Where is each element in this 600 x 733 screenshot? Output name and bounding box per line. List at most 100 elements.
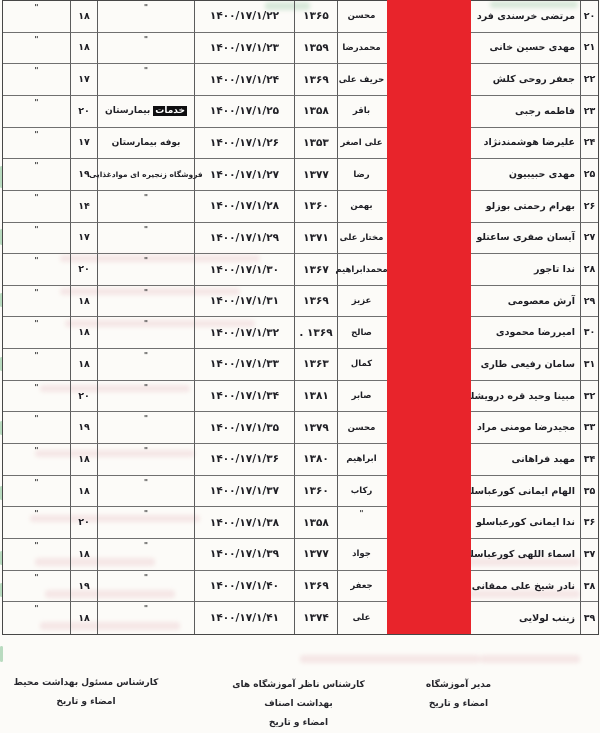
cell-score: ۱۸ bbox=[70, 602, 97, 634]
cell-certificate-number: ۱۴۰۰/۱۷/۱/۳۵ bbox=[194, 412, 294, 445]
highlighter-mark bbox=[0, 357, 3, 371]
cell-score: ۱۸ bbox=[70, 539, 97, 571]
cell-certificate-number: ۱۴۰۰/۱۷/۱/۲۷ bbox=[194, 159, 294, 191]
cell-full-name: مهدی حبیبیون bbox=[469, 159, 580, 191]
highlighter-mark bbox=[0, 421, 3, 435]
cell-score: ۱۸ bbox=[70, 444, 97, 476]
cell-birth-year: . ۱۳۶۹ bbox=[294, 317, 337, 350]
cell-full-name: مجیدرضا مومنی مراد bbox=[469, 412, 580, 445]
bleed-artifact bbox=[65, 320, 255, 327]
cell-birth-year: ۱۳۵۳ bbox=[294, 127, 337, 160]
cell-full-name: ندا تاجور bbox=[469, 254, 580, 286]
cell-father-name: عزیز bbox=[337, 285, 385, 318]
cell-birth-year: ۱۳۶۵ bbox=[294, 1, 337, 33]
bleed-artifact bbox=[60, 288, 240, 295]
bleed-artifact bbox=[265, 2, 310, 10]
cell-score: ۱۷ bbox=[70, 127, 97, 160]
cell-occupation: " bbox=[97, 380, 194, 413]
bleed-artifact bbox=[35, 450, 195, 457]
cell-row-number: ۳۹ bbox=[580, 602, 598, 634]
cell-score: ۱۸ bbox=[70, 349, 97, 381]
cell-occupation: " bbox=[97, 64, 194, 96]
cell-full-name: مبینا وحید قره درویشلو bbox=[465, 380, 580, 413]
cell-certificate-number: ۱۴۰۰/۱۷/۱/۳۳ bbox=[194, 349, 294, 381]
signature-role: کارشناس مسئول بهداشت محیط bbox=[13, 678, 159, 688]
cell-occupation: " bbox=[97, 317, 194, 350]
cell-ditto: " bbox=[3, 444, 70, 476]
cell-occupation: بوفه بیمارستان bbox=[97, 127, 194, 160]
cell-occupation: " bbox=[97, 222, 194, 255]
cell-row-number: ۲۷ bbox=[580, 222, 598, 255]
cell-birth-year: ۱۳۶۷ bbox=[294, 254, 337, 286]
signature-caption: امضاء و تاریخ bbox=[428, 699, 489, 709]
cell-occupation: " bbox=[97, 602, 194, 634]
bleed-artifact bbox=[490, 1, 578, 8]
cell-row-number: ۲۲ bbox=[580, 64, 598, 96]
cell-full-name: مهبد فراهانی bbox=[469, 444, 580, 476]
cell-certificate-number: ۱۴۰۰/۱۷/۱/۳۹ bbox=[194, 539, 294, 571]
cell-certificate-number: ۱۴۰۰/۱۷/۱/۲۶ bbox=[194, 127, 294, 160]
cell-full-name: نادر شیخ علی ممقانی bbox=[469, 570, 580, 603]
cell-father-name: باقر bbox=[337, 95, 385, 128]
cell-score: ۱۸ bbox=[70, 317, 97, 350]
highlighted-word: خدمات bbox=[153, 106, 187, 117]
cell-certificate-number: ۱۴۰۰/۱۷/۱/۴۱ bbox=[194, 602, 294, 634]
cell-full-name: اسماء اللهی کورعباسلو bbox=[464, 539, 580, 571]
cell-certificate-number: ۱۴۰۰/۱۷/۱/۲۸ bbox=[194, 190, 294, 223]
cell-certificate-number: ۱۴۰۰/۱۷/۱/۳۴ bbox=[194, 380, 294, 413]
cell-occupation: " bbox=[97, 570, 194, 603]
highlighter-mark bbox=[0, 293, 3, 307]
cell-ditto: " bbox=[3, 539, 70, 571]
cell-birth-year: ۱۳۷۷ bbox=[294, 539, 337, 571]
cell-ditto: " bbox=[3, 64, 70, 96]
cell-ditto: " bbox=[3, 349, 70, 381]
cell-certificate-number: ۱۴۰۰/۱۷/۱/۳۸ bbox=[194, 507, 294, 540]
bleed-artifact bbox=[45, 590, 175, 598]
cell-father-name: رضا bbox=[337, 159, 385, 191]
cell-father-name: محسن bbox=[337, 412, 385, 445]
cell-score: ۱۸ bbox=[70, 32, 97, 65]
cell-certificate-number: ۱۴۰۰/۱۷/۱/۴۰ bbox=[194, 570, 294, 603]
highlighter-mark bbox=[0, 583, 3, 597]
cell-certificate-number: ۱۴۰۰/۱۷/۱/۲۴ bbox=[194, 64, 294, 96]
cell-father-name: " bbox=[337, 507, 385, 540]
cell-row-number: ۳۳ bbox=[580, 412, 598, 445]
bleed-artifact bbox=[35, 558, 155, 566]
cell-full-name: بهرام رحمتی بوزلو bbox=[469, 190, 580, 223]
cell-full-name: مرتضی خرسندی فرد bbox=[469, 1, 580, 33]
cell-occupation: " bbox=[97, 32, 194, 65]
roster-table: ۲۰ مرتضی خرسندی فرد محسن ۱۳۶۵ ۱۴۰۰/۱۷/۱/۲۲ " ۱… bbox=[2, 0, 599, 635]
cell-occupation: " bbox=[97, 539, 194, 571]
cell-certificate-number: ۱۴۰۰/۱۷/۱/۲۲ bbox=[194, 1, 294, 33]
cell-father-name: صالح bbox=[337, 317, 385, 350]
cell-father-name: محمدرضا bbox=[337, 32, 385, 65]
cell-birth-year: ۱۳۸۱ bbox=[294, 380, 337, 413]
cell-occupation: " bbox=[97, 349, 194, 381]
cell-certificate-number: ۱۴۰۰/۱۷/۱/۳۲ bbox=[194, 317, 294, 350]
cell-father-name: حریف علی bbox=[337, 64, 385, 96]
cell-certificate-number: ۱۴۰۰/۱۷/۱/۲۹ bbox=[194, 222, 294, 255]
cell-full-name: علیرضا هوشمندنژاد bbox=[469, 127, 580, 160]
cell-occupation: " bbox=[97, 1, 194, 33]
signature-role: مدیر آموزشگاه bbox=[425, 680, 492, 690]
cell-father-name: بهمن bbox=[337, 190, 385, 223]
cell-occupation: " bbox=[97, 444, 194, 476]
cell-score: ۱۹ bbox=[70, 159, 97, 191]
cell-ditto: " bbox=[3, 128, 70, 160]
cell-birth-year: ۱۳۵۸ bbox=[294, 507, 337, 540]
cell-certificate-number: ۱۴۰۰/۱۷/۱/۲۳ bbox=[194, 32, 294, 65]
bleed-artifact bbox=[430, 558, 580, 566]
cell-certificate-number: ۱۴۰۰/۱۷/۱/۳۱ bbox=[194, 285, 294, 318]
cell-birth-year: ۱۳۶۰ bbox=[294, 190, 337, 223]
cell-row-number: ۳۷ bbox=[580, 539, 598, 571]
redaction-bar bbox=[387, 0, 471, 634]
cell-birth-year: ۱۳۶۰ bbox=[294, 475, 337, 508]
cell-score: ۱۸ bbox=[70, 475, 97, 508]
cell-certificate-number: ۱۴۰۰/۱۷/۱/۲۵ bbox=[194, 95, 294, 128]
cell-row-number: ۳۵ bbox=[580, 475, 598, 508]
cell-row-number: ۲۰ bbox=[580, 1, 598, 33]
cell-birth-year: ۱۳۶۹ bbox=[294, 285, 337, 318]
cell-father-name: علی اصغر bbox=[337, 127, 385, 160]
bleed-artifact bbox=[30, 515, 200, 522]
cell-birth-year: ۱۳۶۳ bbox=[294, 349, 337, 381]
